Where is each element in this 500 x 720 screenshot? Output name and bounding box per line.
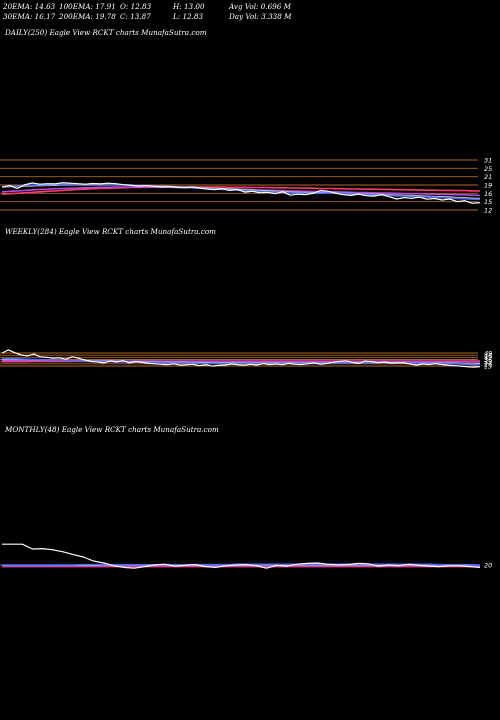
stat-day-vol: Day Vol: 3.338 M (229, 11, 292, 21)
daily-axis-label: 21 (484, 173, 492, 181)
stats-row-1: 20EMA: 14.63 100EMA: 17.91 O: 12.83 H: 1… (3, 2, 493, 12)
daily-axis-label: 16 (484, 190, 492, 198)
weekly-axis-label: 49 (484, 350, 492, 358)
monthly-chart: 20 (0, 543, 492, 570)
daily-ema20-line (1, 183, 481, 201)
stat-ema30: 30EMA: 16.17 (3, 11, 56, 21)
daily-axis-label: 31 (484, 157, 492, 165)
daily-ema200-line (1, 186, 480, 195)
stat-ema20: 20EMA: 14.63 (3, 2, 56, 11)
daily-axis-label: 25 (484, 165, 492, 173)
stat-high: H: 13.00 (173, 2, 205, 11)
stat-avg-vol: Avg Vol: 0.696 M (229, 2, 291, 11)
weekly-axis-label: 42 (484, 354, 492, 362)
daily-axis-label: 15 (484, 198, 492, 206)
daily-chart-label: DAILY(250) Eagle View RCKT charts Munafa… (5, 28, 207, 37)
weekly-chart-label: WEEKLY(284) Eagle View RCKT charts Munaf… (5, 227, 217, 236)
stat-close: C: 13.87 (120, 11, 151, 21)
monthly-chart-label: MONTHLY(48) Eagle View RCKT charts Munaf… (5, 425, 219, 434)
stats-row-2: 30EMA: 16.17 200EMA: 19.78 C: 13.87 L: 1… (3, 12, 493, 22)
weekly-axis-label: 48 (484, 352, 492, 360)
daily-price-line (1, 182, 481, 204)
weekly-axis-label: 33 (484, 358, 492, 366)
monthly-price-line (2, 543, 481, 569)
daily-axis-label: 19 (484, 182, 492, 190)
monthly-axis-label: 20 (484, 562, 492, 570)
weekly-axis-label: 26 (484, 360, 492, 368)
stat-ema100: 100EMA: 17.91 (59, 2, 116, 11)
stat-ema200: 200EMA: 19.78 (59, 11, 116, 21)
stat-open: O: 12.83 (120, 2, 152, 11)
indicator-stats: 20EMA: 14.63 100EMA: 17.91 O: 12.83 H: 1… (3, 2, 493, 24)
stat-low: L: 12.83 (173, 11, 204, 21)
weekly-price-line (1, 349, 481, 368)
weekly-axis-label: 13 (484, 363, 492, 371)
weekly-axis-label: 36 (484, 356, 492, 364)
daily-axis-label: 12 (484, 207, 492, 215)
